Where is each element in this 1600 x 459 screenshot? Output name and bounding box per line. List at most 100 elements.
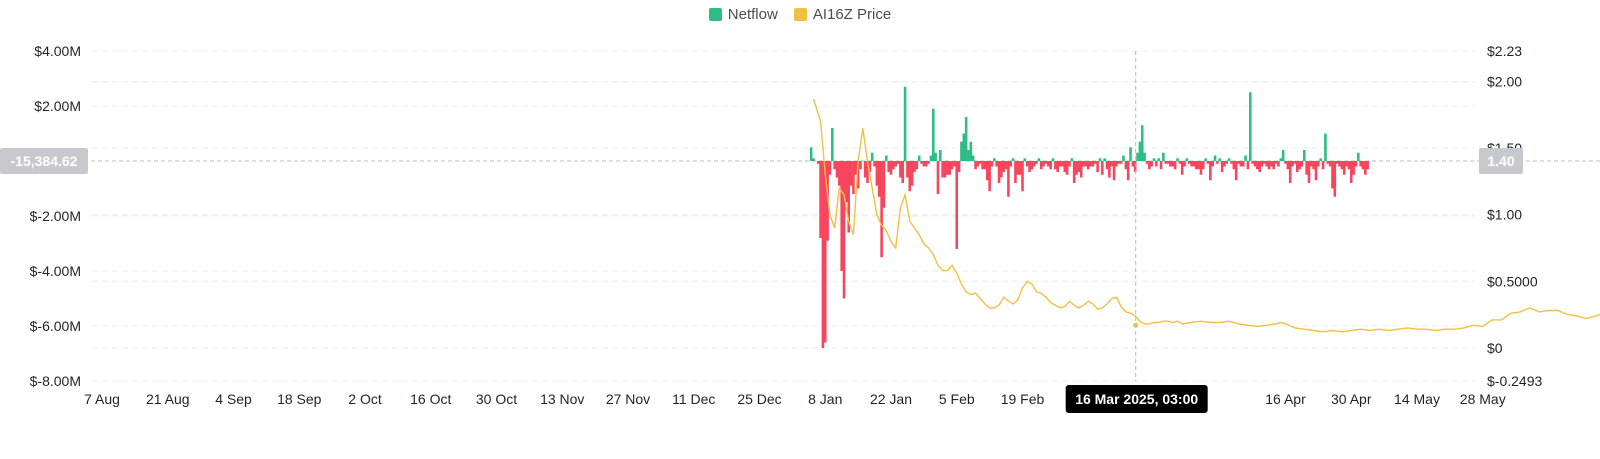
x-tick-label: 19 Feb (1001, 391, 1045, 407)
netflow-bar-negative (1049, 161, 1052, 169)
netflow-bar-negative (1169, 161, 1172, 167)
price-swatch (794, 8, 807, 21)
legend-item-price[interactable]: AI16Z Price (794, 6, 891, 23)
netflow-bar-negative (1223, 161, 1226, 167)
netflow-bar-negative (977, 161, 980, 167)
netflow-bar-negative (1127, 161, 1130, 180)
netflow-bar-negative (1125, 161, 1128, 169)
netflow-bar-negative (1341, 161, 1344, 169)
netflow-bar-negative (1009, 161, 1012, 167)
netflow-bar-positive (963, 134, 966, 162)
netflow-bar-negative (986, 161, 989, 180)
netflow-bar-negative (1277, 161, 1280, 167)
netflow-bar-negative (1197, 161, 1200, 169)
netflow-bar-positive (1139, 142, 1142, 161)
crosshair-right-value: 1.40 (1487, 153, 1514, 169)
netflow-bar-negative (1028, 161, 1031, 172)
netflow-bar-negative (1019, 161, 1022, 175)
x-tick-label: 25 Dec (737, 391, 781, 407)
netflow-bar-positive (932, 109, 935, 161)
netflow-bar-negative (920, 161, 923, 164)
netflow-bar-negative (916, 161, 919, 169)
netflow-bar-negative (979, 161, 982, 164)
legend-item-netflow[interactable]: Netflow (709, 6, 778, 23)
netflow-bar-negative (1181, 161, 1184, 175)
netflow-bar-negative (1226, 161, 1229, 164)
netflow-bar-negative (1082, 161, 1085, 167)
crosshair-date-label: 16 Mar 2025, 03:00 (1075, 391, 1198, 407)
netflow-bar-negative (1066, 161, 1069, 175)
netflow-bar-negative (1310, 161, 1313, 167)
x-tick-label: 16 Oct (410, 391, 451, 407)
netflow-bar-negative (819, 161, 822, 238)
netflow-bar-negative (1087, 161, 1090, 169)
netflow-bar-negative (1094, 161, 1097, 164)
netflow-bar-negative (1258, 161, 1261, 172)
netflow-bar-negative (1364, 161, 1367, 175)
netflow-bar-negative (1059, 161, 1062, 167)
netflow-bar-negative (1336, 161, 1339, 164)
netflow-bar-positive (1038, 158, 1041, 161)
netflow-bar-negative (1014, 161, 1017, 183)
netflow-bar-negative (1312, 161, 1315, 169)
netflow-bar-negative (1315, 161, 1318, 180)
netflow-bar-positive (1280, 158, 1283, 161)
netflow-bar-negative (995, 161, 998, 167)
netflow-bar-negative (1296, 161, 1299, 172)
netflow-bar-positive (960, 142, 963, 161)
netflow-bar-negative (1108, 161, 1111, 178)
x-tick-label: 13 Nov (540, 391, 584, 407)
netflow-bar-negative (1350, 161, 1353, 183)
netflow-bar-negative (1362, 161, 1365, 169)
netflow-bar-positive (1357, 153, 1360, 161)
netflow-bar-negative (1256, 161, 1259, 169)
netflow-bar-negative (1096, 161, 1099, 172)
netflow-bar-positive (885, 156, 888, 162)
netflow-bar-negative (1110, 161, 1113, 167)
netflow-bar-negative (1240, 161, 1243, 167)
netflow-bar-positive (1141, 125, 1144, 161)
netflow-bar-negative (887, 161, 890, 172)
right-axis-ticks: $2.23$2.00$1.50$1.00$0.5000$0$-0.2493 (1487, 43, 1542, 389)
netflow-bar-negative (1080, 161, 1083, 178)
netflow-bar-negative (1171, 161, 1174, 167)
netflow-bar-negative (1017, 161, 1020, 175)
netflow-bar-negative (1148, 161, 1151, 169)
netflow-bar-positive (1303, 150, 1306, 161)
netflow-bar-negative (1216, 161, 1219, 164)
x-tick-label: 22 Jan (870, 391, 912, 407)
right-tick-label: $2.23 (1487, 43, 1522, 59)
netflow-bar-negative (1026, 161, 1029, 167)
netflow-bar-negative (1117, 161, 1120, 164)
netflow-bar-negative (1334, 161, 1337, 197)
netflow-bar-negative (1190, 161, 1193, 167)
netflow-bar-negative (1002, 161, 1005, 172)
netflow-bar-positive (972, 156, 975, 162)
netflow-bar-positive (1162, 153, 1165, 161)
netflow-bar-negative (1167, 161, 1170, 164)
netflow-bar-negative (958, 161, 961, 172)
netflow-bar-negative (1305, 161, 1308, 175)
left-tick-label: $-2.00M (30, 208, 81, 224)
netflow-bar-positive (1319, 158, 1322, 161)
netflow-bar-negative (897, 161, 900, 164)
netflow-bar-negative (836, 161, 839, 178)
netflow-bar-positive (1204, 158, 1207, 161)
legend-price-label: AI16Z Price (813, 6, 891, 23)
netflow-bar-positive (1012, 158, 1015, 161)
netflow-bar-positive (967, 150, 970, 161)
netflow-bar-negative (1235, 161, 1238, 180)
netflow-bar-negative (1035, 161, 1038, 164)
netflow-bar-negative (998, 161, 1001, 183)
netflow-bar-negative (946, 161, 949, 175)
right-tick-label: $0.5000 (1487, 273, 1538, 289)
netflow-bar-positive (1136, 153, 1139, 161)
netflow-bar-negative (1120, 161, 1123, 164)
netflow-bar-negative (1211, 161, 1214, 167)
left-tick-label: $-6.00M (30, 318, 81, 334)
netflow-bar-negative (1272, 161, 1275, 169)
netflow-bar-positive (1103, 158, 1106, 161)
